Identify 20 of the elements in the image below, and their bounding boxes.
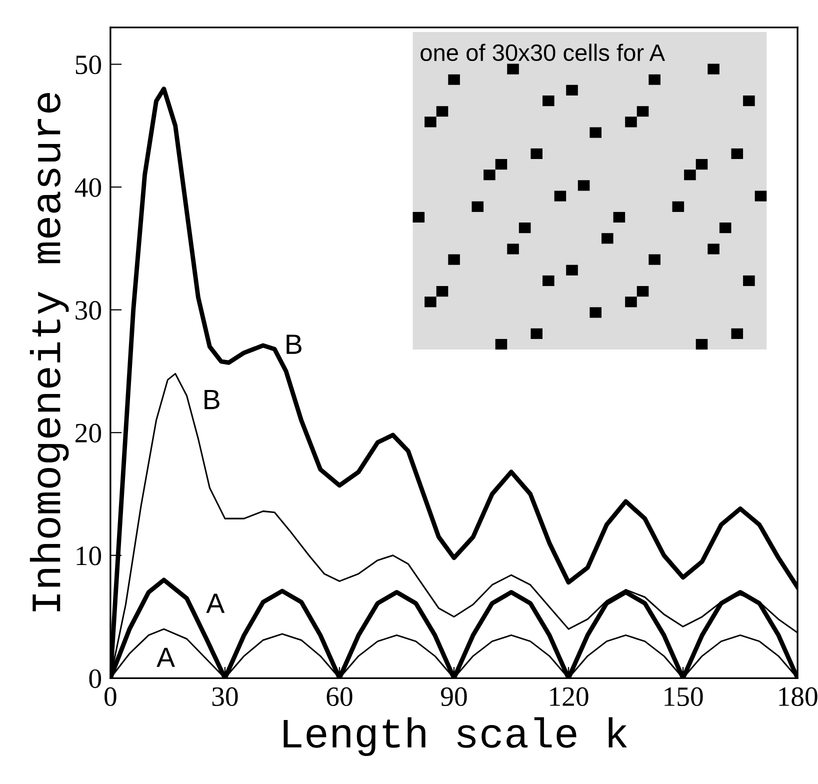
series-label: B: [286, 334, 302, 354]
y-axis-title: Inhomogeneity measure: [30, 93, 69, 612]
series-label: B: [204, 390, 220, 410]
x-axis-title: Length scale k: [284, 717, 627, 756]
y-tick-label: 20: [76, 424, 102, 443]
series-label: A: [206, 594, 225, 613]
y-tick-label: 50: [76, 55, 102, 74]
x-tick-label: 180: [779, 687, 818, 706]
y-tick-label: 0: [89, 669, 102, 688]
y-tick-label: 30: [76, 300, 102, 320]
y-tick-label: 10: [76, 546, 102, 566]
annotation: one of 30x30 cells for A: [420, 44, 666, 62]
x-tick-label: 0: [104, 687, 116, 706]
x-tick-label: 120: [550, 687, 588, 706]
x-tick-label: 150: [664, 687, 703, 706]
y-tick-label: 40: [74, 178, 102, 197]
x-tick-label: 90: [440, 687, 467, 706]
x-tick-label: 60: [326, 687, 352, 706]
x-tick-label: 30: [212, 687, 238, 706]
series-label: A: [156, 648, 175, 667]
